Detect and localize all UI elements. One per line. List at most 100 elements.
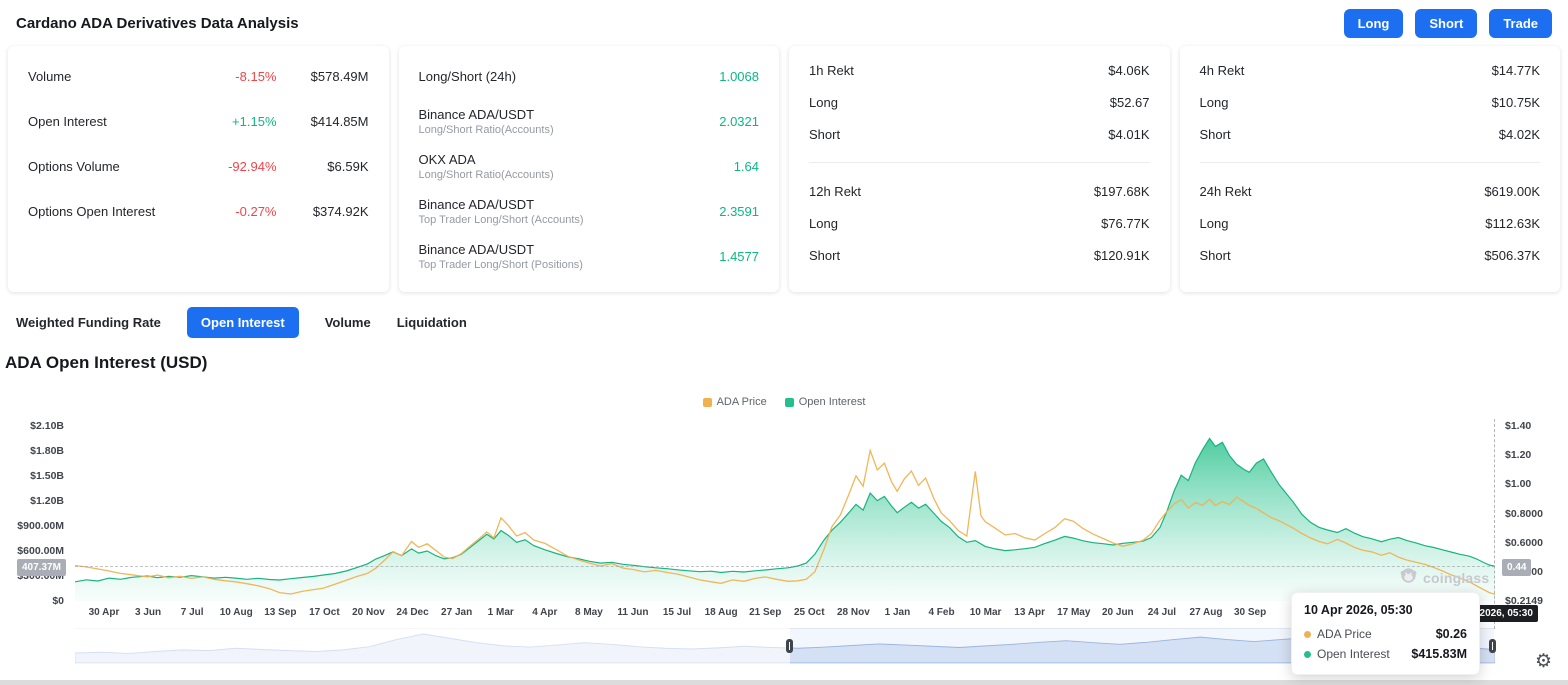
settings-gear-icon[interactable]: ⚙ (1534, 651, 1552, 672)
ratio-label: Long/Short (24h) (418, 69, 517, 84)
rekt-long-label: Long (809, 94, 838, 110)
rekt-value: $112.63K (1485, 215, 1540, 231)
tooltip-series-label: Open Interest (1317, 647, 1390, 661)
navigator-unselected-region (75, 628, 790, 664)
rekt-value: $52.67 (1109, 94, 1150, 110)
ratio-label: Binance ADA/USDT (418, 197, 535, 212)
ratio-row: Binance ADA/USDT Top Trader Long/Short (P… (419, 234, 760, 279)
rekt-value: $619.00K (1484, 183, 1540, 199)
rekt-period-label: 4h Rekt (1199, 62, 1245, 78)
rekt-period-label: 24h Rekt (1199, 183, 1252, 199)
x-axis-label: 1 Mar (487, 607, 514, 618)
x-axis-label: 10 Aug (219, 607, 253, 618)
page-header: Cardano ADA Derivatives Data Analysis Lo… (0, 0, 1568, 46)
stat-value: $374.92K (312, 204, 369, 219)
rekt-row: 4h Rekt $14.77K (1200, 54, 1541, 86)
rekt-long-label: Long (1199, 215, 1229, 231)
ada-price-line (75, 447, 1495, 595)
stats-panels: Volume -8.15% $578.49M Open Interest +1.15% $… (8, 46, 1560, 292)
ratio-label-group: Binance ADA/USDT Top Trader Long/Short (P… (419, 242, 583, 271)
page-title: Cardano ADA Derivatives Data Analysis (16, 14, 299, 32)
tab-liquidation[interactable]: Liquidation (396, 314, 467, 330)
tooltip-rows: ADA Price $0.26 Open Interest $415.83M (1304, 624, 1467, 664)
rekt-long-label: Long (809, 215, 838, 231)
x-axis-label: 27 Jan (441, 607, 473, 618)
navigator-left-handle[interactable] (786, 639, 793, 653)
x-axis-label: 24 Jul (1147, 607, 1177, 618)
ratio-label-group: Binance ADA/USDT Long/Short Ratio(Account… (419, 107, 554, 136)
header-actions: Long Short Trade (1343, 8, 1552, 38)
ratio-sublabel: Long/Short Ratio(Accounts) (418, 124, 554, 136)
left-axis-label: $1.20B (30, 495, 64, 507)
legend-item[interactable]: ADA Price (702, 396, 767, 408)
navigator-right-handle[interactable] (1489, 639, 1496, 653)
crosshair-vertical-line (1494, 419, 1495, 629)
rekt-row: 12h Rekt $197.68K (809, 175, 1150, 207)
ratio-sublabel: Top Trader Long/Short (Positions) (418, 259, 583, 271)
tooltip-series-value: $415.83M (1411, 647, 1467, 661)
crosshair-horizontal-line (75, 566, 1495, 567)
tab-volume[interactable]: Volume (324, 314, 371, 330)
x-axis-label: 10 Mar (969, 607, 1002, 618)
x-axis-label: 1 Jan (884, 607, 911, 618)
x-axis-label: 4 Feb (928, 607, 955, 618)
x-axis-label: 8 May (574, 607, 603, 618)
ratio-value: 1.4577 (719, 249, 759, 264)
rekt-value: $10.75K (1491, 94, 1540, 110)
ratio-sublabel: Long/Short Ratio(Accounts) (418, 169, 554, 181)
stat-value: $578.49M (310, 69, 369, 84)
rekt-short-label: Short (809, 126, 841, 142)
rekt-value: $14.77K (1491, 62, 1540, 78)
stat-label: Volume (28, 69, 72, 84)
coinglass-watermark: coinglass (1399, 566, 1489, 590)
rekt-period-label: 12h Rekt (809, 183, 862, 199)
tooltip-series-dot (1304, 650, 1311, 658)
left-axis-label: $2.10B (30, 420, 64, 432)
right-axis-label: $0.2149 (1505, 595, 1543, 608)
open-interest-chart[interactable] (75, 419, 1495, 602)
x-axis-label: 28 Nov (836, 607, 870, 618)
rekt-row: Short $506.37K (1200, 239, 1541, 271)
rekt-row: Long $52.67 (809, 86, 1150, 118)
ratio-value: 2.3591 (719, 204, 759, 219)
rekt-period-label: 1h Rekt (809, 62, 854, 78)
right-axis-label: $0.8000 (1505, 507, 1543, 520)
rekt-short-label: Short (809, 247, 841, 263)
tab-weighted-funding-rate[interactable]: Weighted Funding Rate (16, 314, 161, 330)
tooltip-row: Open Interest $415.83M (1304, 644, 1467, 664)
rekt-value: $4.06K (1108, 62, 1150, 78)
tab-open-interest[interactable]: Open Interest (186, 306, 299, 338)
stat-row: Options Open Interest -0.27% $374.92K (28, 189, 369, 234)
ratio-value: 1.0068 (719, 69, 759, 84)
tooltip-series-label: ADA Price (1317, 627, 1372, 641)
open-interest-line (75, 437, 1495, 583)
rekt-long-label: Long (1199, 94, 1229, 110)
card-divider (809, 162, 1150, 163)
rekt-row: Short $120.91K (809, 239, 1150, 271)
rekt-value: $506.37K (1484, 247, 1540, 263)
left-axis-label: $0 (52, 595, 64, 607)
x-axis-label: 30 Apr (88, 607, 120, 618)
legend-item[interactable]: Open Interest (784, 396, 865, 408)
tooltip-series-dot (1304, 630, 1311, 638)
x-axis-label: 30 Sep (1233, 607, 1267, 618)
ratio-label-group: Binance ADA/USDT Top Trader Long/Short (A… (419, 197, 584, 226)
market-stats-card: Volume -8.15% $578.49M Open Interest +1.15% $… (8, 46, 389, 292)
header-button-trade[interactable]: Trade (1489, 8, 1552, 38)
x-axis-label: 25 Oct (793, 607, 825, 618)
stat-label: Open Interest (28, 114, 107, 129)
header-button-long[interactable]: Long (1343, 8, 1404, 38)
x-axis-label: 15 Jul (662, 607, 692, 618)
chart-title: ADA Open Interest (USD) (5, 353, 208, 372)
x-axis-label: 20 Nov (352, 607, 385, 618)
rekt-row: Long $10.75K (1200, 86, 1541, 118)
header-button-short[interactable]: Short (1415, 8, 1478, 38)
rekt-row: Short $4.01K (809, 118, 1150, 150)
right-axis-crosshair-badge: 0.44 (1502, 559, 1532, 576)
x-axis-label: 20 Jun (1101, 607, 1134, 618)
x-axis-label: 17 Oct (309, 607, 340, 618)
rekt-row: 1h Rekt $4.06K (809, 54, 1150, 86)
rekt-row: 24h Rekt $619.00K (1200, 175, 1541, 207)
left-axis-label: $600.00M (17, 545, 64, 557)
chart-tabs: Weighted Funding Rate Open Interest Volume… (16, 305, 467, 339)
